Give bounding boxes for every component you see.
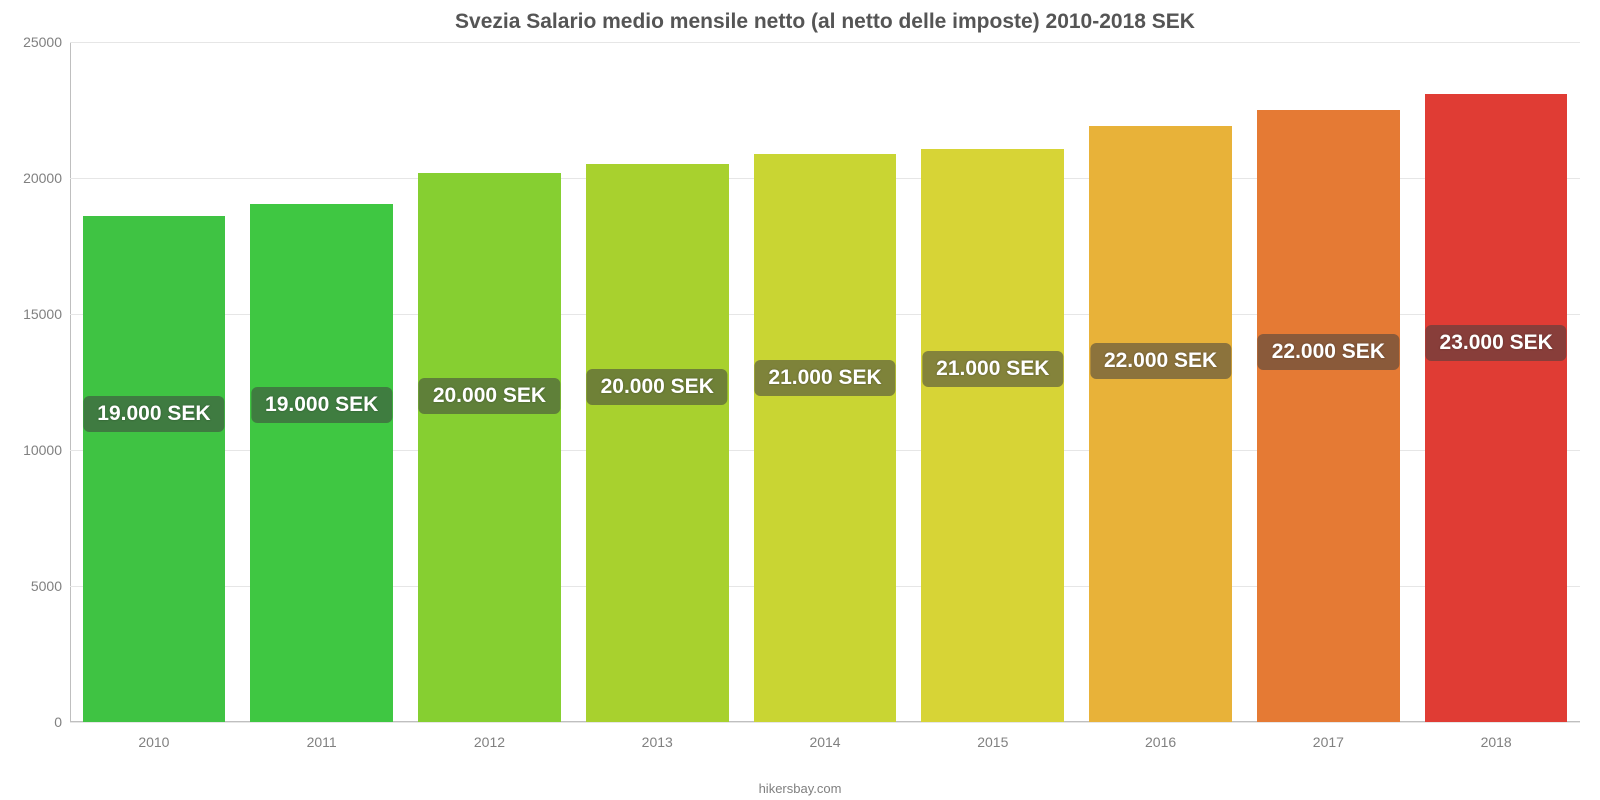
y-tick-label: 0 xyxy=(54,714,62,730)
bar-slot: 22.000 SEK xyxy=(1077,42,1245,722)
x-tick-label: 2014 xyxy=(741,734,909,750)
bar xyxy=(1425,94,1568,722)
bar xyxy=(418,173,561,722)
x-tick-label: 2015 xyxy=(909,734,1077,750)
x-axis: 201020112012201320142015201620172018 xyxy=(70,734,1580,750)
bar xyxy=(83,216,226,722)
bar xyxy=(250,204,393,722)
bar-value-label: 21.000 SEK xyxy=(922,351,1063,387)
bar-value-label: 22.000 SEK xyxy=(1090,343,1231,379)
x-tick-label: 2012 xyxy=(406,734,574,750)
bar-value-label: 21.000 SEK xyxy=(754,360,895,396)
y-axis: 0500010000150002000025000 xyxy=(10,42,70,722)
chart-footer: hikersbay.com xyxy=(0,781,1600,796)
bar-slot: 23.000 SEK xyxy=(1412,42,1580,722)
bar-value-label: 22.000 SEK xyxy=(1258,334,1399,370)
bar xyxy=(586,164,729,722)
bar xyxy=(1257,110,1400,722)
bar-slot: 20.000 SEK xyxy=(573,42,741,722)
x-tick-label: 2010 xyxy=(70,734,238,750)
bar-value-label: 19.000 SEK xyxy=(83,396,224,432)
bar-value-label: 20.000 SEK xyxy=(587,369,728,405)
bar xyxy=(1089,126,1232,722)
bar-slot: 19.000 SEK xyxy=(70,42,238,722)
bars-group: 19.000 SEK 19.000 SEK 20.000 SEK 20.000 SEK… xyxy=(70,42,1580,722)
x-tick-label: 2011 xyxy=(238,734,406,750)
grid-line xyxy=(70,722,1580,723)
bar-value-label: 19.000 SEK xyxy=(251,387,392,423)
y-tick-label: 5000 xyxy=(31,578,62,594)
chart-container: Svezia Salario medio mensile netto (al n… xyxy=(0,0,1600,800)
x-tick-label: 2013 xyxy=(573,734,741,750)
bar-value-label: 20.000 SEK xyxy=(419,378,560,414)
chart-title: Svezia Salario medio mensile netto (al n… xyxy=(70,10,1580,34)
x-tick-label: 2017 xyxy=(1244,734,1412,750)
bar-slot: 19.000 SEK xyxy=(238,42,406,722)
bar xyxy=(754,154,897,722)
bar xyxy=(921,149,1064,722)
bar-slot: 20.000 SEK xyxy=(406,42,574,722)
x-tick-label: 2016 xyxy=(1077,734,1245,750)
plot-area: 0500010000150002000025000 19.000 SEK19.0… xyxy=(70,42,1580,722)
y-tick-label: 20000 xyxy=(23,170,62,186)
bar-slot: 22.000 SEK xyxy=(1244,42,1412,722)
bar-value-label: 23.000 SEK xyxy=(1426,325,1567,361)
y-tick-label: 15000 xyxy=(23,306,62,322)
bar-slot: 21.000 SEK xyxy=(741,42,909,722)
x-tick-label: 2018 xyxy=(1412,734,1580,750)
y-tick-label: 10000 xyxy=(23,442,62,458)
bar-slot: 21.000 SEK xyxy=(909,42,1077,722)
y-tick-label: 25000 xyxy=(23,34,62,50)
